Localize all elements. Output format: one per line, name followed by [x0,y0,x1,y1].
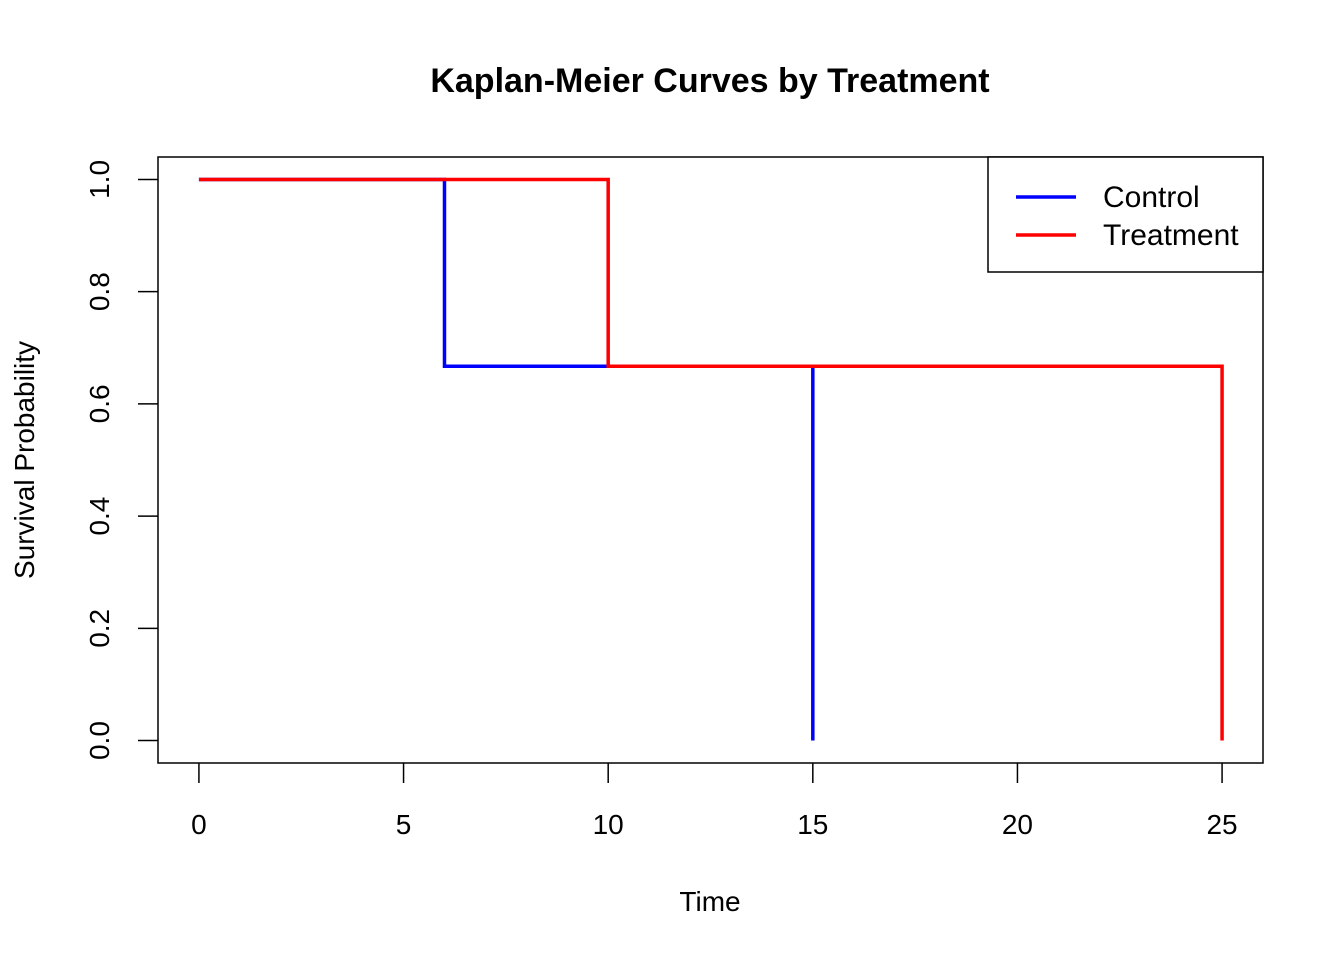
x-tick-label: 15 [797,809,828,840]
series-line-control [198,177,815,741]
series-line-treatment [198,177,1224,741]
x-axis-label: Time [679,886,740,917]
y-axis-label: Survival Probability [9,341,40,579]
x-tick-label: 0 [191,809,207,840]
y-tick-label: 0.6 [84,384,115,423]
legend: Control Treatment [987,156,1264,273]
y-tick-label: 0.4 [84,497,115,536]
plot-frame [157,156,1264,764]
chart-title: Kaplan-Meier Curves by Treatment [430,62,989,100]
plot-area: 0 5 10 15 20 25 0.0 0.2 0.4 0.6 0.8 1.0 [84,156,1264,840]
y-tick-label: 1.0 [84,160,115,199]
x-tick-label: 10 [593,809,624,840]
x-tick-label: 5 [396,809,412,840]
legend-label-control: Control [1103,181,1200,214]
y-tick-label: 0.2 [84,609,115,648]
y-tick-label: 0.0 [84,721,115,760]
x-tick-label: 20 [1002,809,1033,840]
y-tick-label: 0.8 [84,272,115,311]
x-tick-label: 25 [1206,809,1237,840]
legend-box [987,156,1264,273]
legend-label-treatment: Treatment [1103,219,1239,252]
